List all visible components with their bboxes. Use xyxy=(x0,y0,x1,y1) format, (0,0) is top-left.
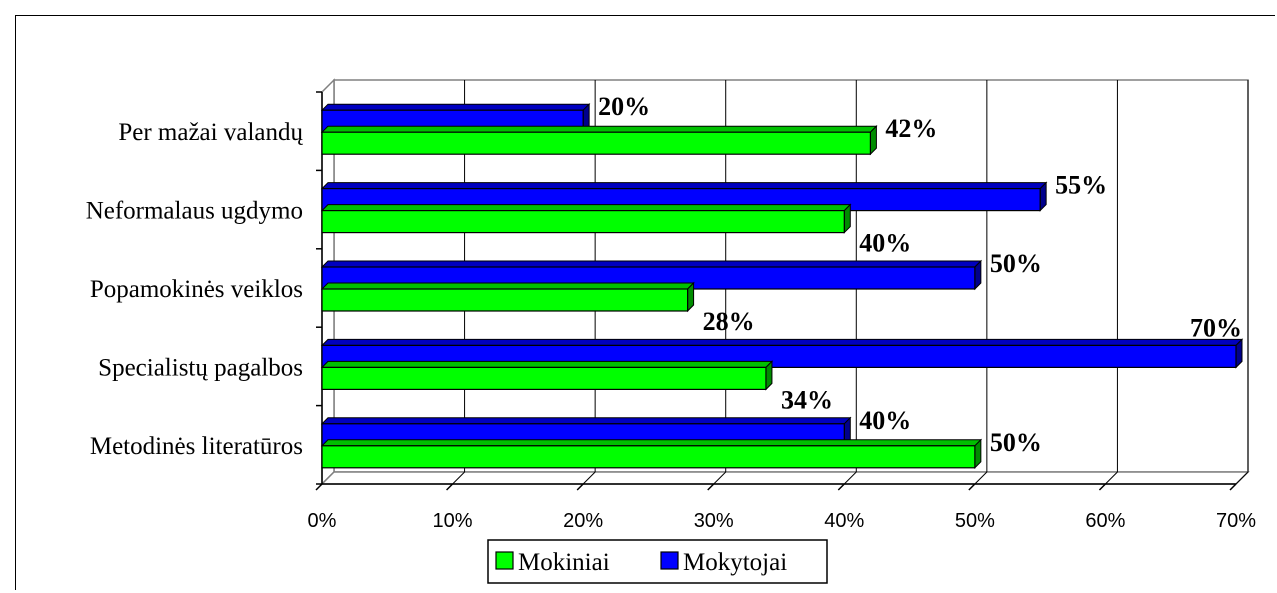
bar-top-mokiniai xyxy=(320,439,983,447)
plot-floor xyxy=(320,471,1250,485)
category-label: Popamokinės veiklos xyxy=(90,276,303,303)
legend-box xyxy=(487,539,828,584)
data-label-mokytojai: 40% xyxy=(859,406,911,435)
data-label-mokytojai: 20% xyxy=(598,92,650,121)
x-tick-mark xyxy=(837,483,845,491)
x-tick-mark xyxy=(707,483,715,491)
x-tick-mark xyxy=(1098,483,1106,491)
category-label: Metodinės literatūros xyxy=(90,433,303,460)
legend-swatch-mokiniai xyxy=(495,551,514,570)
data-label-mokiniai: 28% xyxy=(703,307,755,336)
x-tick-label: 10% xyxy=(433,510,473,532)
data-label-mokiniai: 34% xyxy=(781,385,833,414)
x-tick-label: 40% xyxy=(824,510,864,532)
x-tick-label: 50% xyxy=(955,510,995,532)
x-tick-mark xyxy=(968,483,976,491)
bar-top-mokiniai xyxy=(320,125,878,133)
data-label-mokiniai: 40% xyxy=(859,229,911,258)
bar-top-mokytojai xyxy=(320,260,983,268)
bar-top-mokiniai xyxy=(320,282,695,290)
bar-top-mokytojai xyxy=(320,182,1048,190)
data-label-mokiniai: 42% xyxy=(885,114,937,143)
x-tick-label: 60% xyxy=(1085,510,1125,532)
x-tick-label: 70% xyxy=(1216,510,1256,532)
bar-top-mokytojai xyxy=(320,417,852,425)
legend-label-mokytojai: Mokytojai xyxy=(683,549,787,576)
bar-mokiniai xyxy=(321,131,872,155)
x-tick-label: 30% xyxy=(694,510,734,532)
data-label-mokytojai: 70% xyxy=(1190,313,1242,342)
bar-top-mokiniai xyxy=(320,204,852,212)
bar-mokiniai xyxy=(321,366,767,390)
legend-swatch-mokytojai xyxy=(660,551,679,570)
chart-frame xyxy=(15,15,1275,590)
floor-gridline xyxy=(974,471,988,485)
category-label: Specialistų pagalbos xyxy=(98,354,303,381)
x-tick-mark xyxy=(446,483,454,491)
floor-gridline xyxy=(713,471,727,485)
x-tick-label: 0% xyxy=(308,510,337,532)
x-tick-mark xyxy=(1229,483,1237,491)
x-tick-mark xyxy=(315,483,323,491)
floor-gridline xyxy=(582,471,596,485)
bar-top-mokytojai xyxy=(320,103,591,111)
bar-mokiniai xyxy=(321,210,845,234)
data-label-mokiniai: 50% xyxy=(990,428,1042,457)
bar-top-mokytojai xyxy=(320,338,1244,346)
x-tick-label: 20% xyxy=(563,510,603,532)
floor-gridline xyxy=(843,471,857,485)
bar-mokiniai xyxy=(321,288,689,312)
floor-gridline xyxy=(1105,471,1118,485)
legend-label-mokiniai: Mokiniai xyxy=(518,549,610,576)
data-label-mokytojai: 50% xyxy=(990,249,1042,278)
data-label-mokytojai: 55% xyxy=(1055,171,1107,200)
bar-top-mokiniai xyxy=(320,360,774,368)
x-tick-mark xyxy=(576,483,584,491)
floor-gridline xyxy=(1235,471,1249,485)
category-label: Per mažai valandų xyxy=(118,119,303,146)
floor-gridline xyxy=(452,471,465,485)
category-label: Neformalaus ugdymo xyxy=(86,198,303,225)
bar-mokiniai xyxy=(321,445,976,469)
